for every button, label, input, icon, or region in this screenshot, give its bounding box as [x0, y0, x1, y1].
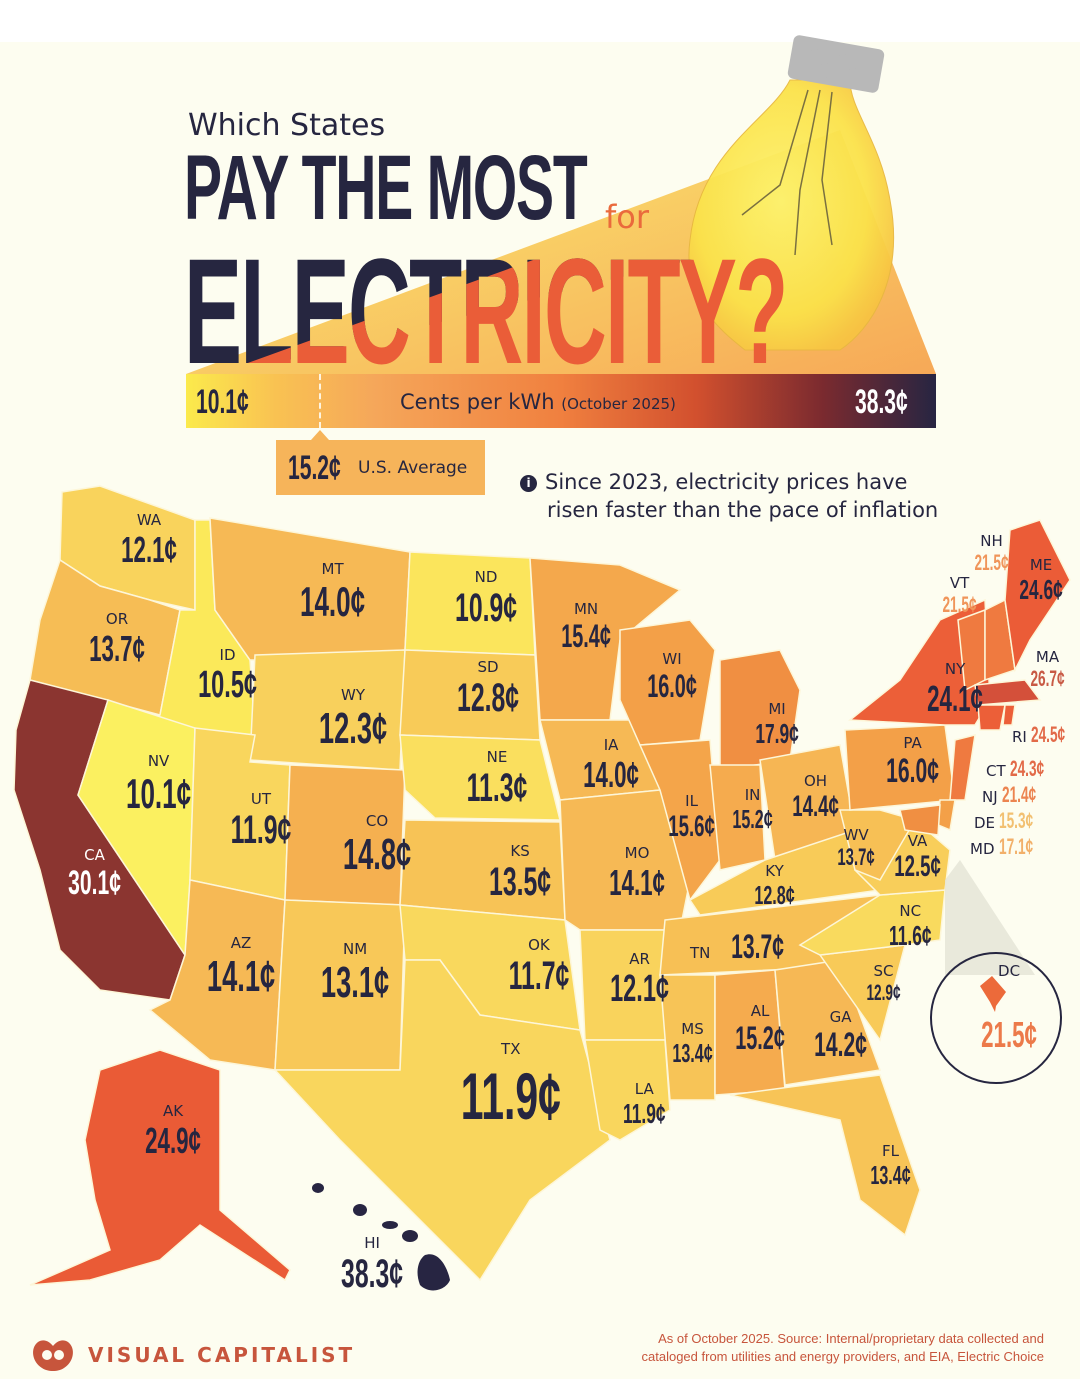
label-OK: OK 11.7¢ [508, 936, 570, 998]
label-FL: FL 13.4¢ [870, 1142, 911, 1190]
label-NY: NY 24.1¢ [927, 660, 983, 719]
label-CA: CA 30.1¢ [68, 846, 121, 902]
title-line-1: PAY THE MOST [184, 137, 588, 239]
average-tick [319, 374, 321, 428]
state-TX[interactable] [273, 959, 611, 1282]
callout-MD: MD 17.1¢ [970, 834, 1034, 859]
label-KY: KY 12.8¢ [754, 862, 795, 910]
callout-NJ: NJ 21.4¢ [982, 782, 1037, 807]
label-AR: AR 12.1¢ [610, 950, 670, 1010]
state-FL[interactable] [729, 1074, 921, 1237]
callout-DE: DE 15.3¢ [974, 808, 1034, 833]
scale-min-label: 10.1¢ [196, 383, 249, 421]
label-AL: AL 15.2¢ [735, 1002, 785, 1056]
label-MI: MI 17.9¢ [755, 700, 799, 749]
label-NM: NM 13.1¢ [320, 940, 390, 1007]
bulb-glass [688, 79, 895, 351]
label-SC: SC 12.9¢ [866, 962, 901, 1005]
label-MO: MO 14.1¢ [609, 844, 665, 903]
label-WA: WA 12.1¢ [121, 511, 177, 570]
callout-RI: RI 24.5¢ [1012, 722, 1066, 747]
label-AK: AK 24.9¢ [145, 1102, 201, 1161]
label-NC: NC 11.6¢ [889, 902, 932, 951]
label-ME: ME 24.6¢ [1019, 556, 1063, 605]
inflation-note: i Since 2023, electricity prices have ris… [520, 468, 938, 524]
state-NE[interactable] [399, 734, 561, 821]
state-NJ[interactable] [949, 733, 976, 801]
us-average-label: U.S. Average [358, 458, 468, 478]
dc-zoom-highlight [945, 860, 1035, 975]
label-MT: MT 14.0¢ [299, 560, 366, 625]
label-ID: ID 10.5¢ [198, 646, 258, 706]
label-WV: WV 13.7¢ [837, 826, 875, 871]
state-MI[interactable] [719, 649, 801, 771]
color-scale-bar [186, 374, 936, 428]
state-ME[interactable] [1004, 519, 1071, 673]
state-CT[interactable] [977, 704, 1006, 731]
callout-VT: VT 21.5¢ [942, 574, 977, 617]
state-HI[interactable] [312, 1183, 450, 1291]
scale-max-label: 38.3¢ [855, 383, 908, 421]
brand-name: VISUAL CAPITALIST [88, 1343, 356, 1367]
visual-capitalist-logo[interactable]: VISUAL CAPITALIST [30, 1338, 355, 1372]
label-AZ: AZ 14.1¢ [206, 934, 276, 1001]
label-TN: TN 13.7¢ [690, 928, 784, 966]
info-icon: i [520, 475, 537, 492]
state-GA[interactable] [774, 959, 882, 1086]
title-for: for [605, 198, 649, 236]
scale-unit-label: Cents per kWh (October 2025) [400, 390, 676, 414]
state-MS[interactable] [659, 974, 716, 1101]
label-NV: NV 10.1¢ [125, 752, 192, 817]
state-LA[interactable] [584, 1039, 671, 1141]
source-note: As of October 2025. Source: Internal/pro… [641, 1331, 1044, 1364]
label-IL: IL 15.6¢ [668, 792, 715, 843]
label-ND: ND 10.9¢ [455, 568, 518, 630]
callout-MA: MA 26.7¢ [1030, 648, 1065, 691]
label-UT: UT 11.9¢ [230, 790, 292, 852]
label-VA: VA 12.5¢ [894, 832, 941, 883]
label-TX: TX 11.9¢ [460, 1040, 561, 1133]
state-RI[interactable] [1002, 704, 1016, 726]
label-GA: GA 14.2¢ [814, 1008, 867, 1064]
us-average-value: 15.2¢ [288, 449, 341, 487]
label-WI: WI 16.0¢ [647, 650, 697, 704]
label-MS: MS 13.4¢ [672, 1020, 713, 1068]
label-KS: KS 13.5¢ [489, 842, 552, 904]
label-HI: HI 38.3¢ [341, 1234, 404, 1296]
state-IL[interactable] [638, 739, 721, 902]
dc-inset-circle [930, 952, 1062, 1084]
us-average-box: 15.2¢ U.S. Average [276, 430, 485, 495]
label-SD: SD 12.8¢ [457, 658, 520, 720]
callout-CT: CT 24.3¢ [986, 756, 1045, 781]
label-LA: LA 11.9¢ [623, 1080, 666, 1129]
visual-capitalist-icon [33, 1340, 73, 1371]
state-AK[interactable] [29, 1049, 291, 1286]
label-IN: IN 15.2¢ [732, 786, 773, 834]
subtitle: Which States [188, 108, 386, 143]
callout-NH: NH 21.5¢ [974, 532, 1009, 575]
label-IA: IA 14.0¢ [583, 736, 639, 795]
label-WY: WY 12.3¢ [318, 686, 388, 753]
label-CO: CO 14.8¢ [342, 812, 412, 879]
label-MN: MN 15.4¢ [561, 600, 611, 654]
label-NE: NE 11.3¢ [466, 748, 528, 810]
callout-DC: DC 21.5¢ [981, 962, 1037, 1055]
state-WV[interactable] [839, 809, 917, 881]
state-MA[interactable] [974, 679, 1042, 706]
state-MD[interactable] [899, 804, 941, 836]
label-OH: OH 14.4¢ [792, 772, 839, 823]
label-OR: OR 13.7¢ [89, 610, 145, 669]
label-PA: PA 16.0¢ [886, 734, 939, 790]
